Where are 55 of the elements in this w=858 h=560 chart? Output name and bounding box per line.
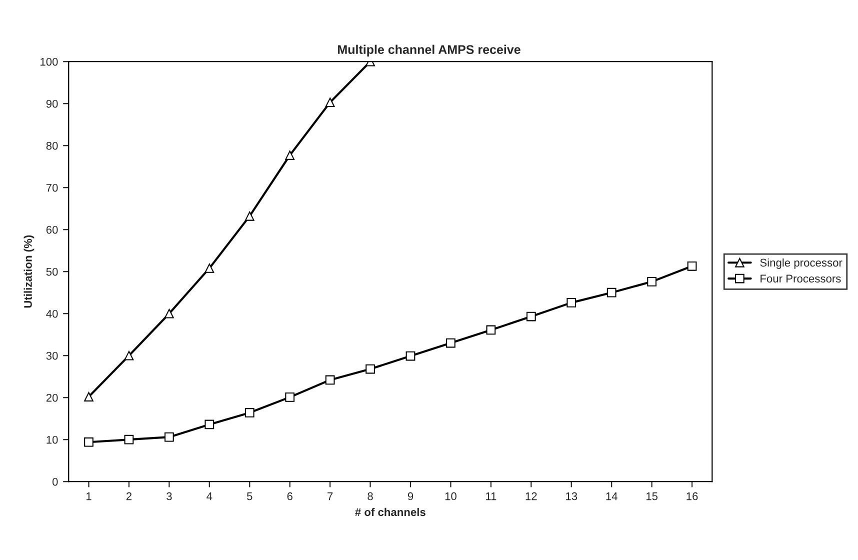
y-tick-label: 40	[46, 310, 58, 318]
x-tick-label: 16	[686, 492, 698, 500]
y-tick-label: 90	[46, 100, 58, 108]
x-tick-label: 3	[166, 492, 172, 500]
chart-title: Multiple channel AMPS receive	[338, 44, 520, 56]
point	[325, 375, 335, 385]
point	[124, 350, 134, 360]
point	[606, 288, 616, 298]
x-tick-label: 14	[606, 492, 618, 500]
point	[566, 298, 576, 308]
point	[204, 420, 214, 430]
legend-label: Single processor	[760, 258, 842, 269]
x-tick-label: 7	[328, 492, 333, 500]
x-tick-label: 4	[206, 492, 212, 500]
y-tick-label: 50	[46, 268, 58, 276]
x-tick-label: 5	[246, 492, 252, 500]
x-tick-label: 1	[86, 492, 92, 500]
x-tick-label: 12	[526, 492, 537, 500]
y-tick-label: 80	[46, 142, 58, 150]
x-tick-label: 13	[566, 492, 578, 500]
point	[84, 437, 94, 447]
point	[204, 264, 214, 273]
y-tick-label: 0	[52, 478, 58, 486]
point	[325, 98, 335, 108]
y-tick-label: 30	[46, 352, 58, 360]
y-tick-label: 20	[46, 394, 58, 402]
point	[526, 312, 536, 322]
point	[647, 276, 656, 286]
y-tick-label: 70	[46, 184, 58, 192]
point	[164, 432, 174, 442]
x-axis-title: # of channels	[355, 508, 426, 516]
point	[446, 338, 456, 348]
point	[486, 325, 496, 335]
x-tick-label: 10	[445, 492, 456, 500]
x-tick-label: 2	[126, 492, 132, 500]
point	[84, 392, 94, 402]
legend-label: Four Processors	[760, 274, 841, 283]
x-tick-label: 11	[486, 492, 496, 500]
y-axis-title: Utilization (%)	[24, 235, 34, 308]
x-tick-label: 6	[287, 492, 292, 500]
x-tick-label: 8	[368, 492, 373, 500]
point	[406, 351, 416, 361]
point	[124, 434, 134, 444]
point	[285, 150, 295, 160]
point	[164, 308, 174, 318]
y-tick-label: 60	[46, 226, 58, 234]
point	[687, 261, 697, 271]
y-tick-label: 100	[40, 58, 58, 66]
y-tick-label: 10	[46, 436, 58, 444]
x-tick-label: 15	[646, 492, 658, 500]
point	[244, 408, 254, 418]
point	[285, 392, 295, 402]
point	[244, 211, 254, 221]
x-tick-label: 9	[408, 492, 414, 500]
point	[366, 364, 375, 374]
